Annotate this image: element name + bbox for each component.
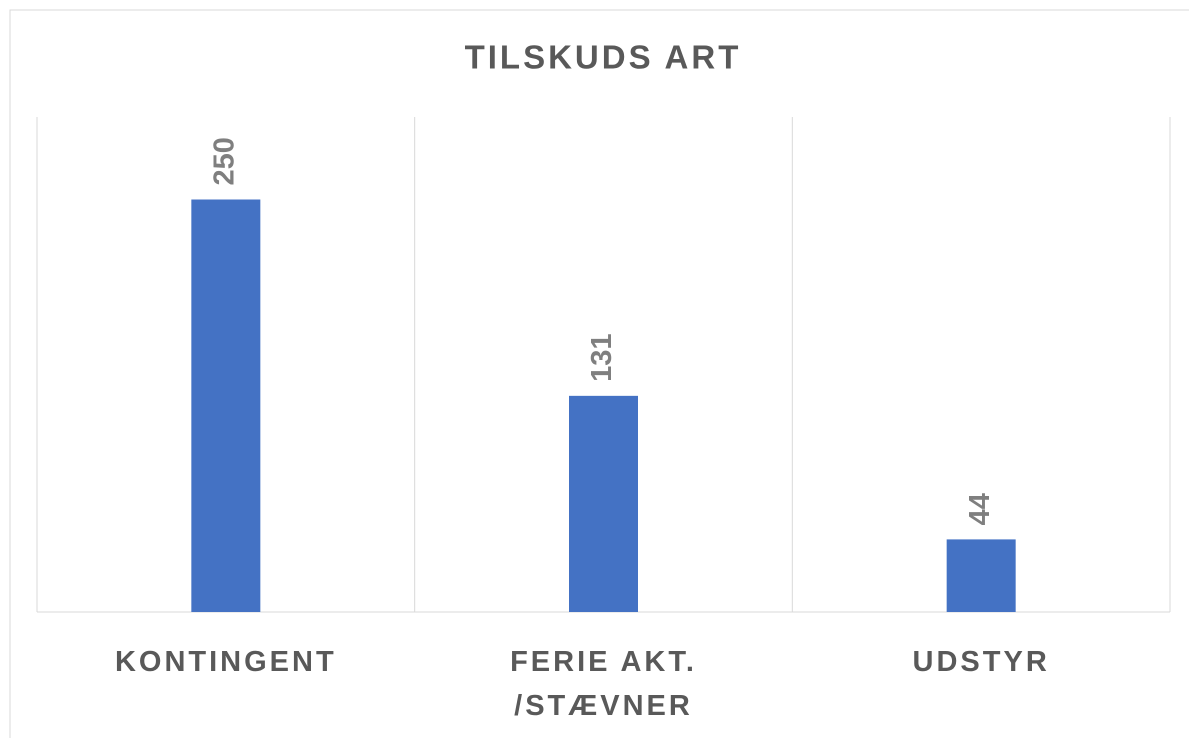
bar <box>946 539 1016 612</box>
bar <box>569 395 638 612</box>
x-tick-label: FERIE AKT. /STÆVNER <box>510 646 697 722</box>
data-label: 250 <box>208 137 240 185</box>
data-label: 131 <box>586 333 618 381</box>
data-label: 44 <box>964 493 996 525</box>
x-tick-label: UDSTYR <box>912 646 1050 678</box>
bar <box>191 199 261 612</box>
x-tick-label: KONTINGENT <box>114 646 337 678</box>
chart-title: TILSKUDS ART <box>465 39 742 76</box>
